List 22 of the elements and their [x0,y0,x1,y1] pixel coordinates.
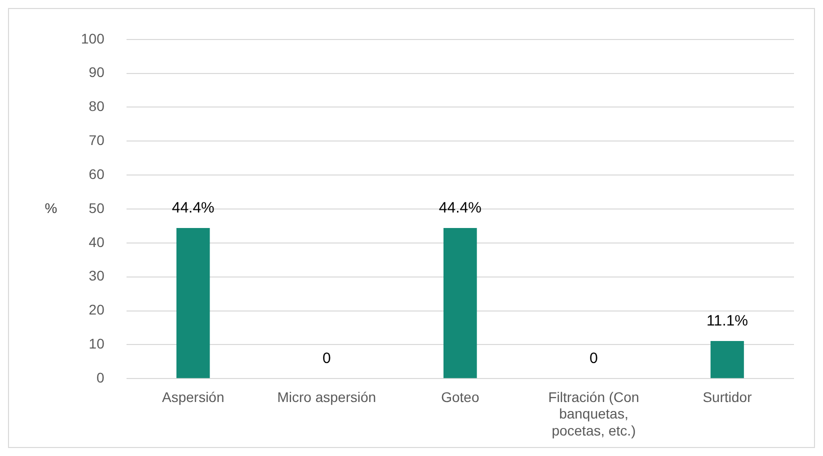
x-tick-label: Surtidor [702,388,752,405]
data-label: 44.4% [438,200,482,217]
data-label: 11.1% [706,312,748,330]
y-tick-label: 60 [88,166,105,182]
y-tick-label: 0 [96,369,105,386]
data-label: 0 [590,350,598,368]
data-label: 0 [322,350,331,368]
x-tick-label: Micro aspersión [277,388,376,405]
y-tick-label: 50 [88,200,105,216]
x-tick-label: Aspersión [162,388,224,405]
y-tick-label: 80 [88,98,105,114]
y-axis-title: % [44,200,58,216]
data-label: 44.4% [172,200,214,217]
x-tick-label: Goteo [441,388,480,405]
y-tick-label: 100 [81,30,105,46]
y-tick-label: 30 [88,268,105,284]
y-tick-label: 70 [88,132,105,148]
y-tick-label: 10 [88,336,105,352]
y-tick-label: 20 [88,302,105,318]
y-tick-label: 90 [88,64,105,80]
x-tick-label: Filtración (Con banquetas, pocetas, etc.) [548,388,640,438]
y-tick-label: 40 [88,234,105,250]
